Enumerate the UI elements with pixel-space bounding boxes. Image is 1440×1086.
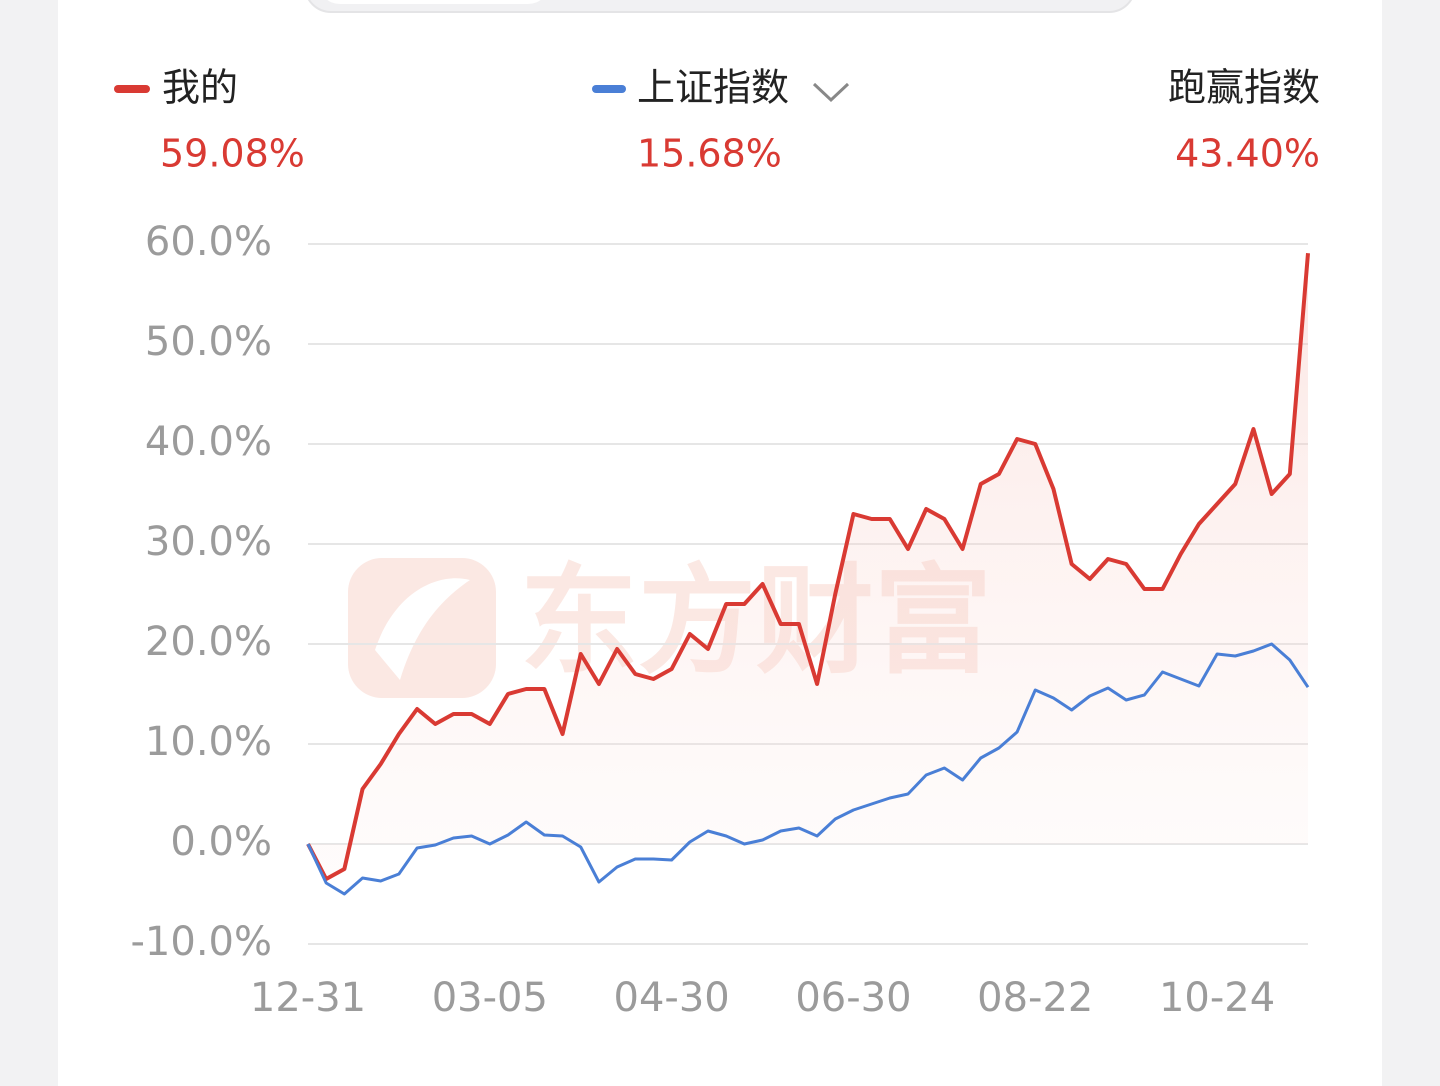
x-tick-label: 10-24 <box>1159 975 1275 1021</box>
y-tick-label: 50.0% <box>145 319 272 365</box>
series-line <box>306 253 1310 881</box>
x-tick-label: 03-05 <box>432 975 548 1021</box>
y-tick-label: 60.0% <box>145 219 272 265</box>
y-tick-label: -10.0% <box>130 919 272 965</box>
dropdown-chevron[interactable] <box>812 82 850 103</box>
series-total: 59.08% <box>160 132 305 176</box>
watermark-logo-mark <box>375 578 470 680</box>
y-tick-label: 30.0% <box>145 519 272 565</box>
legend-label[interactable]: 上证指数 <box>637 66 789 110</box>
x-tick-label: 08-22 <box>977 975 1093 1021</box>
y-tick-label: 0.0% <box>170 819 272 865</box>
x-tick-label: 12-31 <box>250 975 366 1021</box>
series-line <box>306 642 1310 896</box>
series-total: 15.68% <box>637 132 782 176</box>
x-tick-label: 04-30 <box>614 975 730 1021</box>
area <box>308 253 1308 879</box>
y-tick-label: 40.0% <box>145 419 272 465</box>
excess-total: 43.40% <box>1175 132 1320 176</box>
y-tick-label: 20.0% <box>145 619 272 665</box>
x-tick-label: 06-30 <box>795 975 911 1021</box>
legend-label: 我的 <box>162 66 238 110</box>
excess-label: 跑赢指数 <box>1168 66 1320 110</box>
y-tick-label: 10.0% <box>145 719 272 765</box>
segment-selected[interactable] <box>318 0 550 4</box>
